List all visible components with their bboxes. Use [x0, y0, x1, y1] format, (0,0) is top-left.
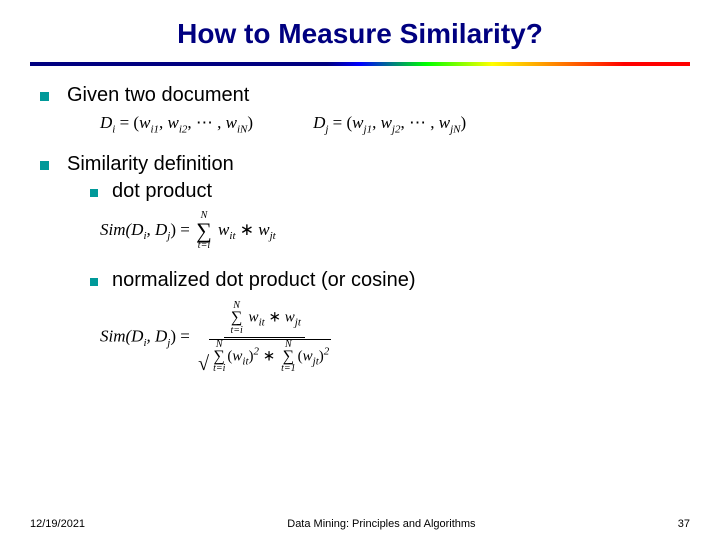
formula-dj: Dj = (wj1, wj2, ⋯ , wjN): [313, 113, 466, 135]
document-vectors-row: Di = (wi1, wi2, ⋯ , wiN) Dj = (wj1, wj2,…: [100, 113, 680, 135]
bullet-icon: [90, 278, 98, 286]
sub-bullet-2b: normalized dot product (or cosine): [90, 269, 680, 292]
bullet-icon: [90, 189, 98, 197]
bullet-icon: [40, 92, 49, 101]
footer-date: 12/19/2021: [30, 518, 85, 530]
bullet-2-text: Similarity definition: [67, 153, 234, 176]
footer-page-number: 37: [678, 518, 690, 530]
slide-title: How to Measure Similarity?: [0, 18, 720, 50]
title-area: How to Measure Similarity?: [0, 0, 720, 50]
bullet-1-text: Given two document: [67, 84, 249, 107]
footer-center: Data Mining: Principles and Algorithms: [85, 518, 678, 530]
bullet-2: Similarity definition: [40, 153, 680, 176]
bullet-icon: [40, 161, 49, 170]
sub-bullet-2a: dot product: [90, 180, 680, 203]
sub-bullet-2b-text: normalized dot product (or cosine): [112, 269, 415, 292]
bullet-1: Given two document: [40, 84, 680, 107]
footer: 12/19/2021 Data Mining: Principles and A…: [0, 518, 720, 530]
formula-dot-product: Sim(Di, Dj) = N ∑ t=i wit ∗ wjt: [100, 211, 680, 251]
sub-bullet-2a-text: dot product: [112, 180, 212, 203]
formula-cosine: Sim(Di, Dj) = N ∑ t=i wit ∗ wjt √: [100, 300, 680, 375]
content-area: Given two document Di = (wi1, wi2, ⋯ , w…: [0, 66, 720, 375]
formula-di: Di = (wi1, wi2, ⋯ , wiN): [100, 113, 253, 135]
